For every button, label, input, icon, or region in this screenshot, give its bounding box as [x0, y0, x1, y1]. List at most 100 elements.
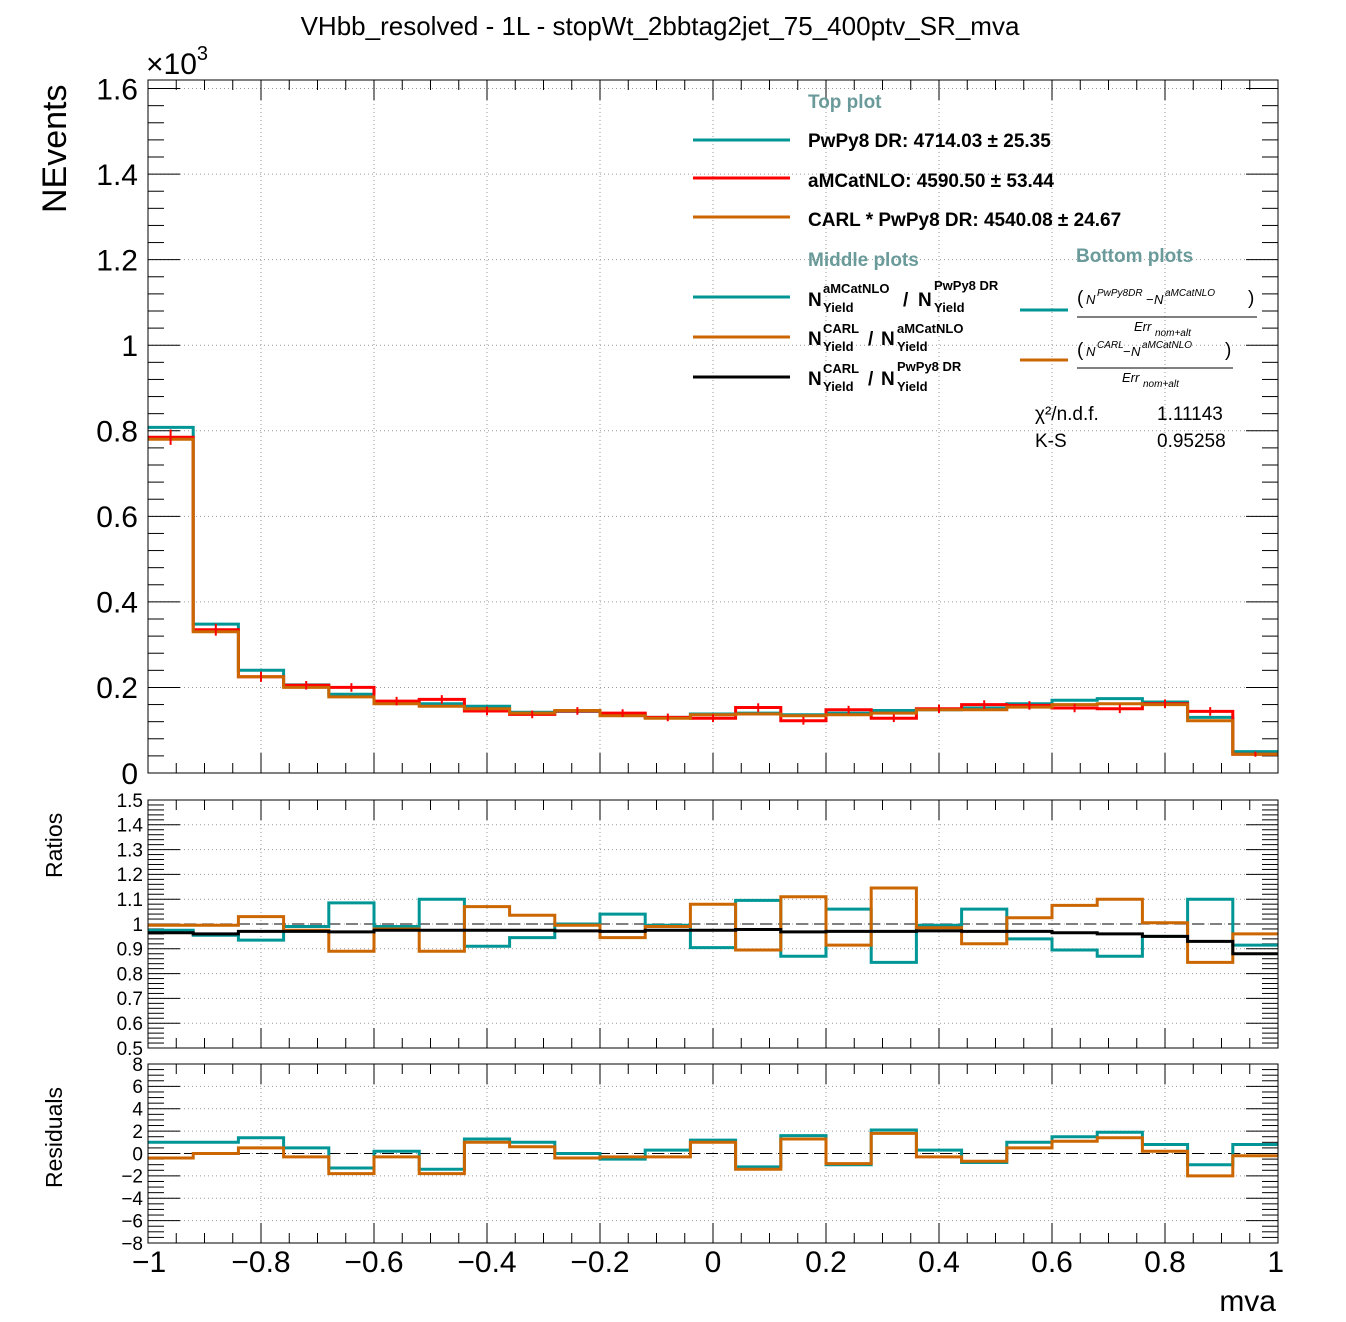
- ratio-num-sup: CARL: [823, 321, 859, 336]
- ratio-den-sub: Yield: [934, 300, 965, 315]
- y-tick-label: 0: [132, 1144, 143, 1165]
- resid-num-a-base: N: [1086, 292, 1096, 307]
- resid-num-a-sup: PwPy8DR: [1097, 288, 1143, 299]
- stats-ks-value: 0.95258: [1157, 431, 1226, 452]
- series-carl: [148, 1131, 1278, 1178]
- resid-num-b-sup: aMCatNLO: [1165, 288, 1215, 299]
- x-tick-label: 0.4: [918, 1246, 960, 1279]
- legend-ratio-amc-pwpy8: N aMCatNLO Yield / N PwPy8 DR Yield: [808, 278, 999, 315]
- ratio-slash: /: [868, 329, 874, 350]
- x-tick-labels: −1 −0.8 −0.6 −0.4 −0.2 0 0.2 0.4 0.6 0.8 1: [132, 1246, 1284, 1279]
- series-carl: [148, 886, 1278, 964]
- x-tick-label: 0.2: [805, 1246, 847, 1279]
- top-panel: 0 0.2 0.4 0.6 0.8 1 1.2 1.4 1.6 NEvents ×103 Top…: [36, 43, 1279, 791]
- y-tick-label: −4: [121, 1189, 143, 1210]
- middle-frame: [147, 799, 1279, 1049]
- y-tick-label: 1.6: [96, 73, 138, 106]
- y-tick-label: 0: [121, 758, 138, 791]
- y-tick-label: 2: [132, 1122, 143, 1143]
- legend-label-carl: CARL * PwPy8 DR: 4540.08 ± 24.67: [808, 210, 1121, 231]
- resid-num-a-sup: CARL: [1097, 340, 1124, 351]
- bottom-grid: [148, 1064, 1278, 1243]
- resid-open-paren: (: [1077, 288, 1084, 309]
- legend-ratio-carl-pwpy8: N CARL Yield / N PwPy8 DR Yield: [808, 359, 962, 394]
- y-tick-label: 8: [132, 1055, 143, 1076]
- ratio-num-base: N: [808, 369, 822, 390]
- resid-num-b-sup: aMCatNLO: [1142, 340, 1192, 351]
- middle-ticks: 0.5 0.6 0.7 0.8 0.9 1 1.1 1.2 1.3 1.4 1.5: [117, 791, 1279, 1060]
- x-tick-label: −0.4: [457, 1246, 516, 1279]
- multiplier-exp: 3: [197, 43, 208, 65]
- y-tick-label: 0.6: [96, 501, 138, 534]
- bottom-series: [148, 1128, 1278, 1178]
- y-tick-label: 6: [132, 1077, 143, 1098]
- ratio-den-sup: PwPy8 DR: [897, 359, 962, 374]
- y-tick-label: 0.7: [117, 989, 143, 1010]
- resid-den: Err: [1122, 370, 1140, 385]
- y-tick-label: 1.3: [117, 840, 143, 861]
- series-pwpy8: [148, 1128, 1278, 1171]
- ratio-num-sub: Yield: [823, 379, 854, 394]
- ratio-num-base: N: [808, 290, 822, 311]
- middle-grid: [148, 800, 1278, 1048]
- y-tick-label: 0.2: [96, 672, 138, 705]
- middle-series: [148, 886, 1278, 964]
- bottom-frame: [147, 1063, 1279, 1244]
- y-tick-label: 0.5: [117, 1039, 143, 1060]
- legend-label-pwpy8: PwPy8 DR: 4714.03 ± 25.35: [808, 131, 1051, 152]
- stats-chi2-value: 1.11143: [1157, 404, 1223, 425]
- top-grid: [148, 80, 1278, 773]
- resid-den-sub: nom+alt: [1143, 379, 1180, 390]
- y-tick-label: 1.1: [117, 890, 143, 911]
- y-tick-label: 1.4: [117, 816, 144, 837]
- ratio-den-sup: PwPy8 DR: [934, 278, 999, 293]
- ratio-num-sub: Yield: [823, 300, 854, 315]
- legend-resid-carl: ( N CARL − N aMCatNLO ) Err nom+alt: [1077, 340, 1233, 390]
- y-tick-label: 0.6: [117, 1014, 143, 1035]
- y-tick-label: 1.5: [117, 791, 143, 812]
- y-tick-label: −2: [121, 1167, 143, 1188]
- top-y-multiplier: ×103: [146, 43, 208, 81]
- y-tick-label: 1: [121, 330, 138, 363]
- legend-label-amcatnlo: aMCatNLO: 4590.50 ± 53.44: [808, 171, 1054, 192]
- ratio-num-sub: Yield: [823, 339, 854, 354]
- ratio-den-base: N: [881, 329, 895, 350]
- y-tick-label: 0.4: [96, 587, 138, 620]
- ratio-slash: /: [868, 369, 874, 390]
- resid-num-b-base: N: [1154, 292, 1164, 307]
- y-tick-label: 4: [132, 1100, 143, 1121]
- legend-ratio-carl-amc: N CARL Yield / N aMCatNLO Yield: [808, 321, 963, 354]
- multiplier-base: ×10: [146, 48, 197, 81]
- y-tick-label: 0.9: [117, 940, 143, 961]
- ratio-slash: /: [903, 290, 909, 311]
- x-tick-label: 0.8: [1144, 1246, 1186, 1279]
- ratio-den-sup: aMCatNLO: [897, 321, 963, 336]
- resid-den-sub: nom+alt: [1155, 328, 1192, 339]
- stats-chi2-label: χ²/n.d.f.: [1035, 404, 1099, 425]
- ratio-num-sup: aMCatNLO: [823, 281, 889, 296]
- resid-minus: −: [1146, 292, 1154, 307]
- legend: Top plot PwPy8 DR: 4714.03 ± 25.35 aMCat…: [693, 92, 1257, 452]
- y-tick-label: 0.8: [96, 416, 138, 449]
- x-tick-label: −0.8: [231, 1246, 290, 1279]
- legend-top-header: Top plot: [808, 92, 882, 113]
- ratio-den-base: N: [918, 290, 932, 311]
- series-pwpy8: [148, 897, 1278, 964]
- top-y-label: NEvents: [36, 85, 74, 214]
- y-tick-label: −6: [121, 1211, 143, 1232]
- resid-num-b-base: N: [1131, 344, 1141, 359]
- x-tick-label: −1: [132, 1246, 166, 1279]
- y-tick-label: 1: [132, 915, 143, 936]
- middle-panel: 0.5 0.6 0.7 0.8 0.9 1 1.1 1.2 1.3 1.4 1.5 Ratios: [41, 791, 1279, 1060]
- resid-close-paren: ): [1248, 288, 1254, 309]
- ratio-den-sub: Yield: [897, 379, 928, 394]
- resid-close-paren: ): [1225, 340, 1231, 361]
- resid-minus: −: [1123, 344, 1131, 359]
- bottom-y-label: Residuals: [41, 1087, 67, 1188]
- middle-y-label: Ratios: [41, 813, 67, 878]
- x-tick-label: 0.6: [1031, 1246, 1073, 1279]
- ratio-num-base: N: [808, 329, 822, 350]
